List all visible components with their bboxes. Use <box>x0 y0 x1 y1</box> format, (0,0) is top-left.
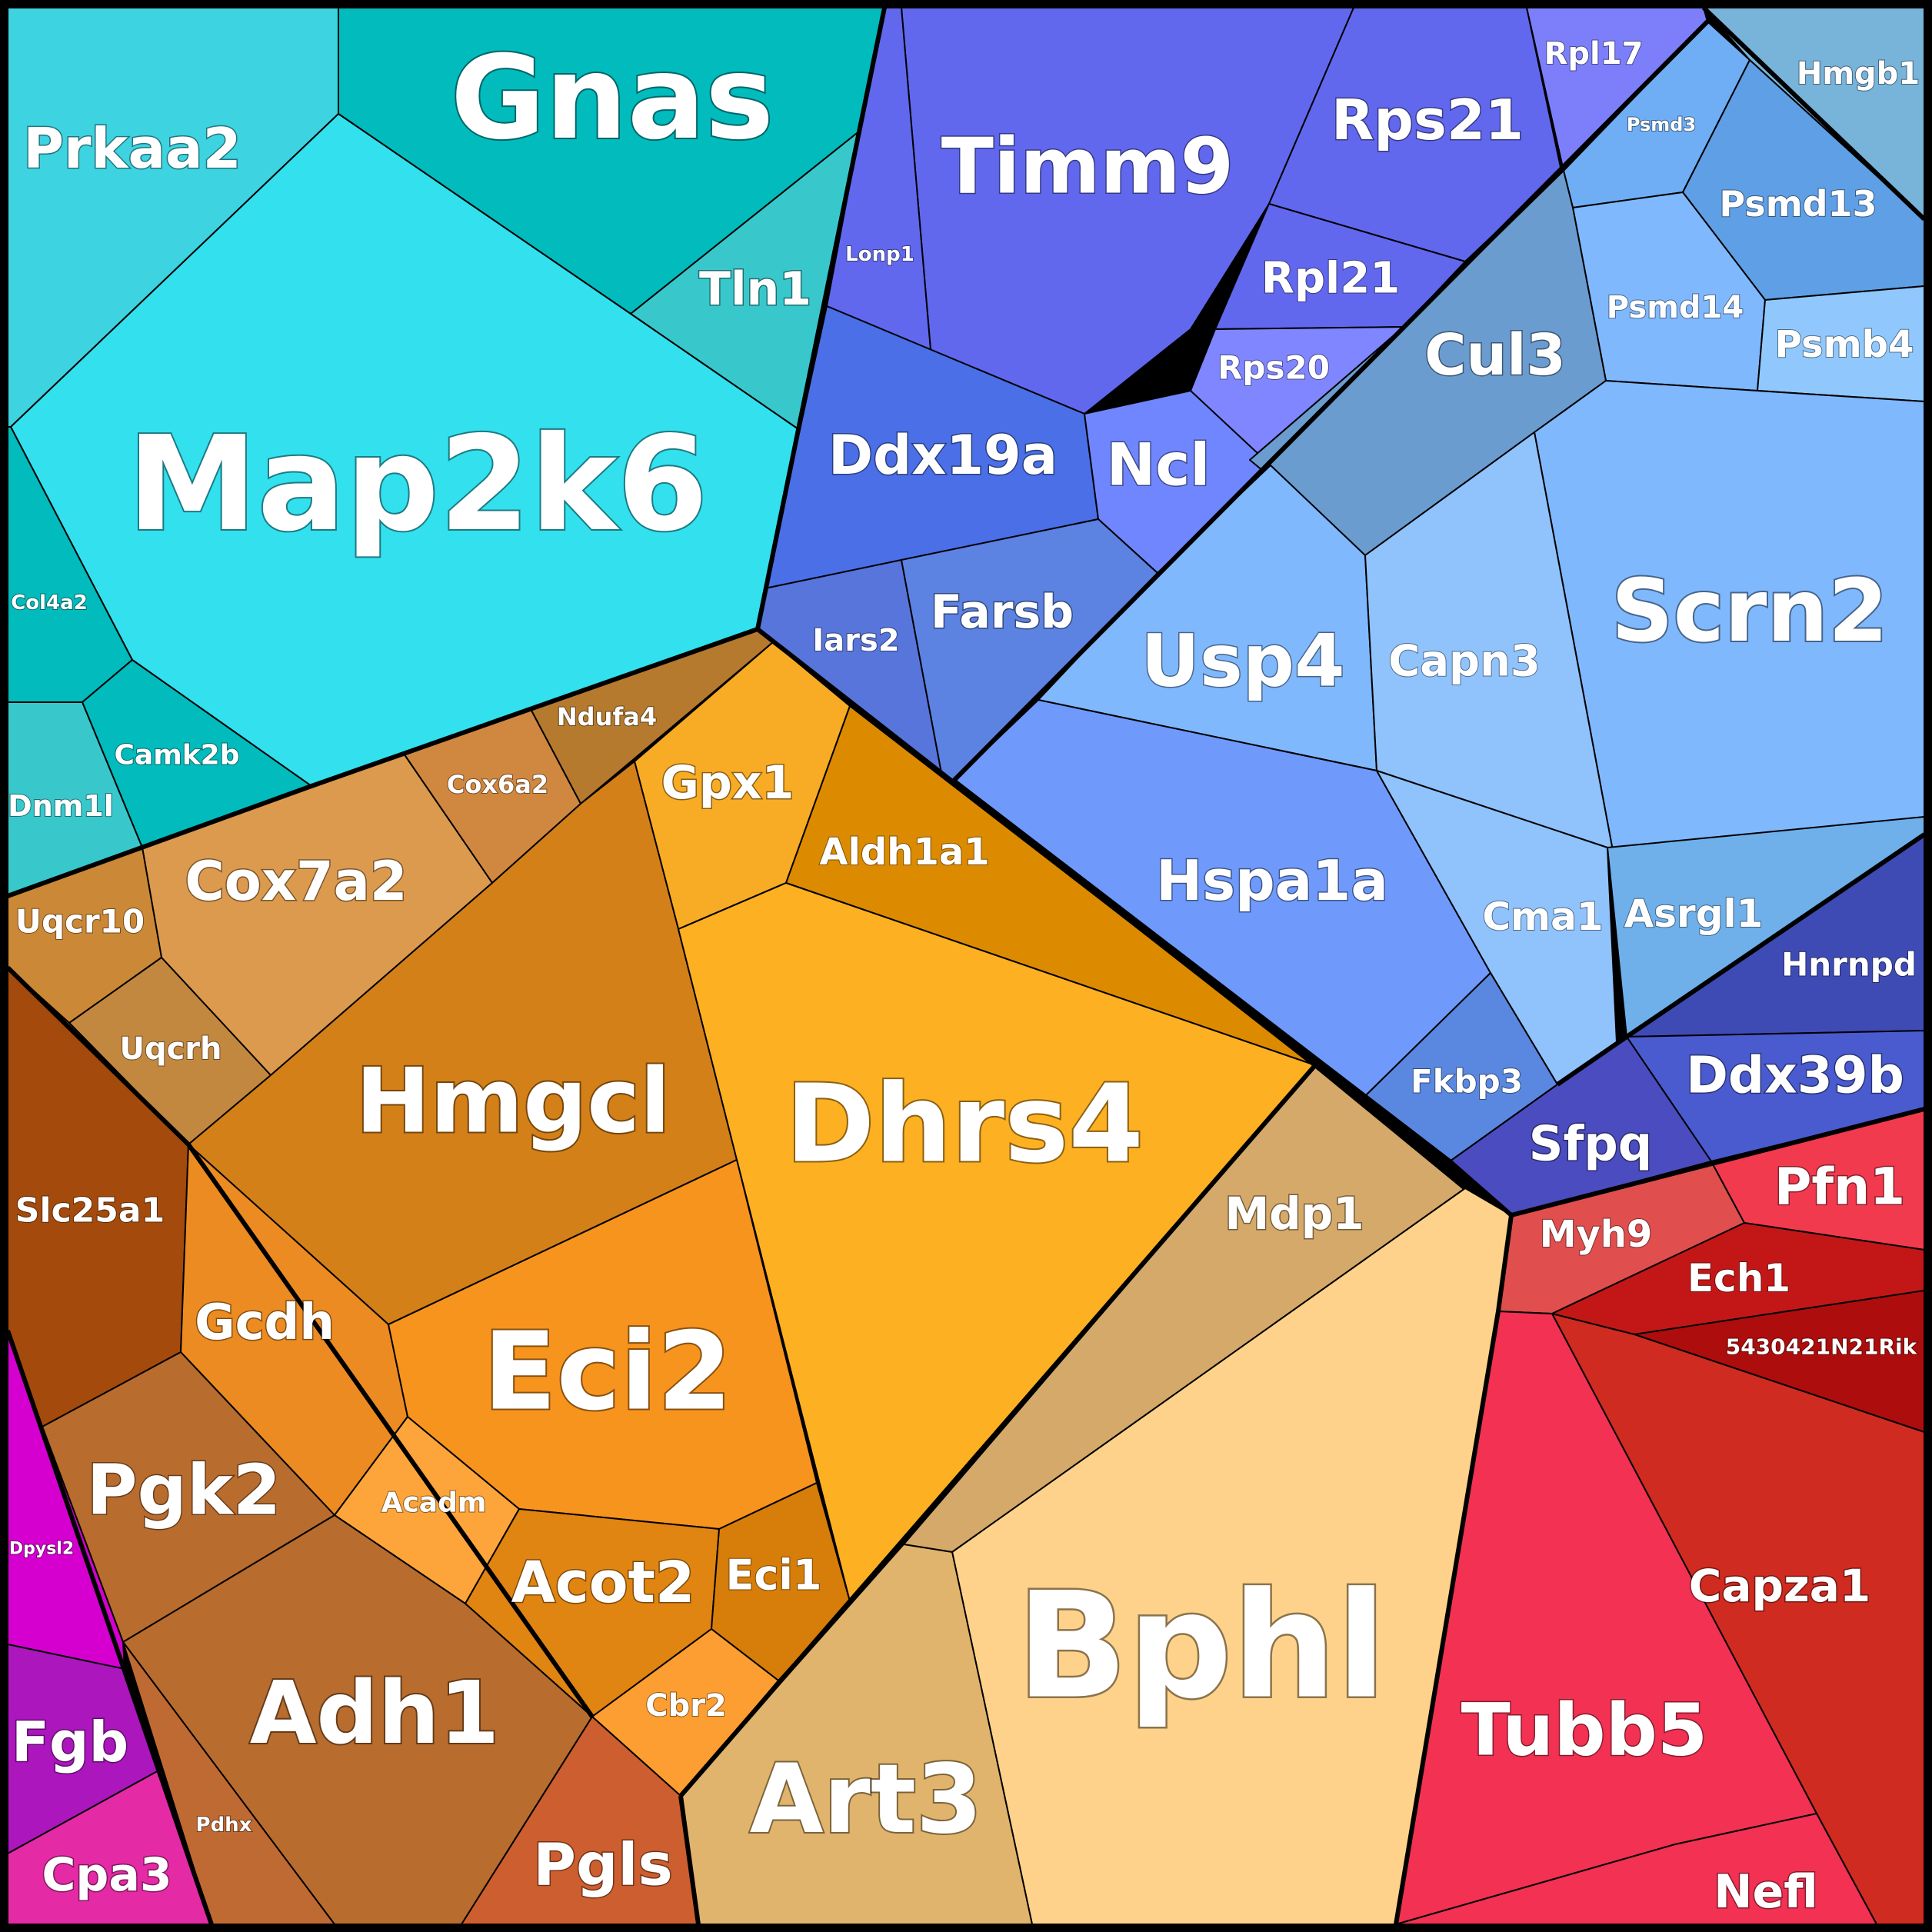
label-art3: Art3 <box>750 1744 983 1855</box>
label-aldh1a1: Aldh1a1 <box>819 831 989 874</box>
label-hmgb1: Hmgb1 <box>1797 56 1920 92</box>
label-eci2: Eci2 <box>483 1310 732 1435</box>
label-dnm1l: Dnm1l <box>8 789 114 823</box>
label-hspa1a: Hspa1a <box>1156 848 1388 913</box>
label-gpx1: Gpx1 <box>661 756 794 810</box>
label-psmd13: Psmd13 <box>1719 183 1877 225</box>
label-usp4: Usp4 <box>1141 620 1345 704</box>
label-acot2: Acot2 <box>511 1550 695 1616</box>
label-psmd3: Psmd3 <box>1627 114 1696 135</box>
label-nefl: Nefl <box>1714 1865 1817 1919</box>
label-slc25a1: Slc25a1 <box>15 1191 165 1231</box>
label-mdp1: Mdp1 <box>1224 1188 1364 1240</box>
label-ech1: Ech1 <box>1687 1256 1790 1301</box>
label-pfn1: Pfn1 <box>1774 1158 1905 1217</box>
group-borders <box>5 5 1927 1925</box>
label-prkaa2: Prkaa2 <box>23 116 241 181</box>
label-lonp1: Lonp1 <box>845 243 914 266</box>
label-adh1: Adh1 <box>250 1664 500 1764</box>
label-bphl: Bphl <box>1016 1561 1386 1731</box>
label-ddx39b: Ddx39b <box>1686 1046 1904 1105</box>
label-capn3: Capn3 <box>1388 637 1541 687</box>
label-cul3: Cul3 <box>1424 322 1566 388</box>
label-rpl21: Rpl21 <box>1261 254 1400 304</box>
label-tubb5: Tubb5 <box>1461 1689 1708 1773</box>
label-gcdh: Gcdh <box>195 1294 335 1351</box>
label-uqcr10: Uqcr10 <box>15 903 145 941</box>
label-capza1: Capza1 <box>1689 1560 1870 1612</box>
label-fkbp3: Fkbp3 <box>1411 1063 1523 1101</box>
label-scrn2: Scrn2 <box>1611 561 1888 661</box>
label-asrgl1: Asrgl1 <box>1624 891 1764 936</box>
label-map2k6: Map2k6 <box>127 408 708 561</box>
label-cox6a2: Cox6a2 <box>447 770 548 799</box>
label-farsb: Farsb <box>931 585 1074 639</box>
label-tln1: Tln1 <box>699 262 811 316</box>
label-ddx19a: Ddx19a <box>828 424 1058 487</box>
label-rps20: Rps20 <box>1217 349 1330 387</box>
label-ndufa4: Ndufa4 <box>557 702 657 731</box>
label-pgls: Pgls <box>533 1830 672 1899</box>
label-psmb4: Psmb4 <box>1775 323 1914 366</box>
label-timm9: Timm9 <box>941 122 1234 212</box>
label-gnas: Gnas <box>451 32 774 165</box>
label-pdhx: Pdhx <box>196 1814 252 1837</box>
label-dpysl2: Dpysl2 <box>9 1540 74 1559</box>
label-cox7a2: Cox7a2 <box>185 850 407 913</box>
label-sfpq: Sfpq <box>1529 1116 1652 1172</box>
label-col4a2: Col4a2 <box>11 591 88 615</box>
label-acadm: Acadm <box>381 1487 487 1519</box>
label-hnrnpd: Hnrnpd <box>1781 946 1917 984</box>
label-cma1: Cma1 <box>1482 894 1603 939</box>
label-hmgcl: Hmgcl <box>355 1050 671 1154</box>
label-5430421n21rik: 5430421N21Rik <box>1726 1334 1918 1360</box>
label-uqcrh: Uqcrh <box>119 1031 222 1067</box>
label-cpa3: Cpa3 <box>42 1848 172 1902</box>
label-rps21: Rps21 <box>1331 88 1524 152</box>
label-rpl17: Rpl17 <box>1544 36 1644 72</box>
label-cbr2: Cbr2 <box>645 1688 727 1724</box>
label-eci1: Eci1 <box>726 1551 822 1600</box>
label-fgb: Fgb <box>12 1710 128 1774</box>
label-camk2b: Camk2b <box>115 740 240 771</box>
label-ncl: Ncl <box>1107 431 1211 499</box>
label-dhrs4: Dhrs4 <box>785 1062 1144 1188</box>
label-iars2: Iars2 <box>812 623 899 658</box>
label-psmd14: Psmd14 <box>1607 290 1744 325</box>
label-pgk2: Pgk2 <box>87 1451 281 1531</box>
label-myh9: Myh9 <box>1540 1213 1653 1256</box>
